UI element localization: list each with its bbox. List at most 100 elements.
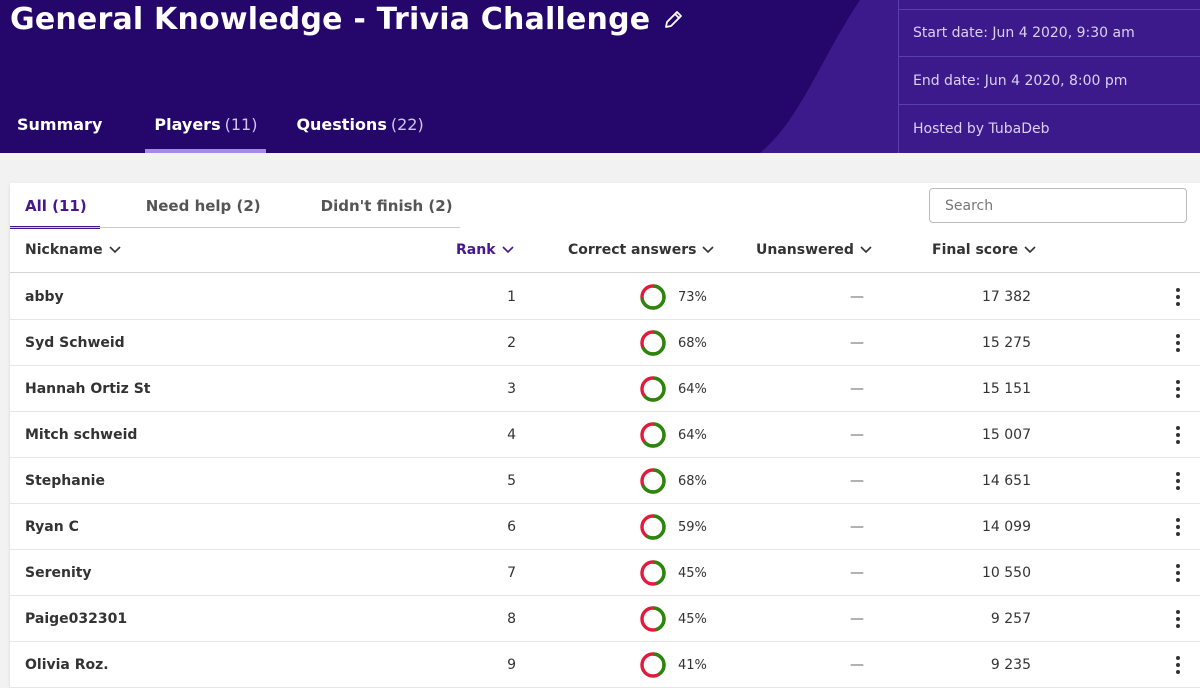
table-header: Nickname Rank Correct answers Unanswered… [10, 229, 1200, 273]
correct-answers-percent: 64% [678, 427, 707, 443]
table-row[interactable]: Mitch schweid 4 64% — 15 007 [10, 412, 1200, 458]
correct-answers-donut [639, 412, 667, 458]
kebab-dots [1176, 564, 1180, 582]
table-row[interactable]: Hannah Ortiz St 3 64% — 15 151 [10, 366, 1200, 412]
table-row[interactable]: Olivia Roz. 9 41% — 9 235 [10, 642, 1200, 688]
column-correct-answers-label: Correct answers [568, 242, 697, 258]
player-rank: 6 [507, 519, 516, 535]
player-filter-tabs: All (11) Need help (2) Didn't finish (2) [10, 183, 453, 229]
correct-arc [640, 468, 666, 494]
kebab-menu-icon[interactable] [1170, 274, 1186, 320]
correct-answers-percent: 73% [678, 289, 707, 305]
correct-arc [640, 284, 666, 310]
kebab-menu-icon[interactable] [1170, 550, 1186, 596]
column-unanswered[interactable]: Unanswered [756, 242, 872, 258]
tab-questions-count: (22) [390, 115, 424, 134]
correct-answers-percent: 64% [678, 381, 707, 397]
player-nickname: abby [25, 289, 64, 305]
correct-arc [640, 606, 666, 632]
search-input[interactable] [929, 188, 1187, 223]
table-row[interactable]: Paige032301 8 45% — 9 257 [10, 596, 1200, 642]
donut-chart-icon [640, 514, 666, 540]
tab-questions[interactable]: Questions (22) [287, 100, 432, 153]
player-nickname: Serenity [25, 565, 92, 581]
correct-arc [640, 422, 666, 448]
game-meta-panel: Start date: Jun 4 2020, 9:30 am End date… [898, 0, 1200, 153]
correct-arc [640, 652, 666, 678]
correct-answers-donut [639, 642, 667, 688]
tab-players-count: (11) [224, 115, 258, 134]
start-date: Start date: Jun 4 2020, 9:30 am [899, 9, 1200, 57]
filter-need-help[interactable]: Need help (2) [145, 197, 261, 215]
kebab-menu-icon[interactable] [1170, 504, 1186, 550]
table-row[interactable]: Serenity 7 45% — 10 550 [10, 550, 1200, 596]
tab-summary-label: Summary [17, 115, 103, 134]
kebab-menu-icon[interactable] [1170, 366, 1186, 412]
players-table-body: abby 1 73% — 17 382 Syd Schweid 2 68% — 15 275 Han… [10, 274, 1200, 688]
unanswered-value: — [850, 335, 864, 351]
donut-chart-icon [640, 606, 666, 632]
kebab-dots [1176, 518, 1180, 536]
player-nickname: Paige032301 [25, 611, 128, 627]
player-rank: 7 [507, 565, 516, 581]
kebab-dots [1176, 610, 1180, 628]
tab-summary[interactable]: Summary [8, 100, 111, 153]
table-row[interactable]: Syd Schweid 2 68% — 15 275 [10, 320, 1200, 366]
column-nickname[interactable]: Nickname [25, 242, 121, 258]
table-row[interactable]: Stephanie 5 68% — 14 651 [10, 458, 1200, 504]
correct-arc [640, 514, 666, 540]
final-score: 14 651 [982, 473, 1031, 489]
kebab-menu-icon[interactable] [1170, 320, 1186, 366]
kebab-dots [1176, 426, 1180, 444]
column-correct-answers[interactable]: Correct answers [568, 242, 715, 258]
unanswered-value: — [850, 381, 864, 397]
player-nickname: Ryan C [25, 519, 79, 535]
kebab-menu-icon[interactable] [1170, 458, 1186, 504]
player-rank: 5 [507, 473, 516, 489]
correct-arc [640, 560, 666, 586]
title-area: General Knowledge - Trivia Challenge [10, 2, 684, 37]
kebab-dots [1176, 288, 1180, 306]
donut-chart-icon [640, 330, 666, 356]
donut-chart-icon [640, 652, 666, 678]
player-nickname: Syd Schweid [25, 335, 125, 351]
end-date: End date: Jun 4 2020, 8:00 pm [899, 57, 1200, 105]
correct-answers-donut [639, 458, 667, 504]
correct-answers-percent: 68% [678, 335, 707, 351]
kebab-menu-icon[interactable] [1170, 642, 1186, 688]
filter-all[interactable]: All (11) [10, 183, 100, 229]
correct-answers-percent: 41% [678, 657, 707, 673]
unanswered-value: — [850, 289, 864, 305]
filter-didnt-finish[interactable]: Didn't finish (2) [320, 197, 453, 215]
column-nickname-label: Nickname [25, 242, 103, 258]
page-title: General Knowledge - Trivia Challenge [10, 2, 651, 37]
report-header: General Knowledge - Trivia Challenge Sum… [0, 0, 1200, 153]
final-score: 15 275 [982, 335, 1031, 351]
chevron-down-icon [702, 246, 715, 254]
player-nickname: Hannah Ortiz St [25, 381, 151, 397]
donut-chart-icon [640, 284, 666, 310]
table-row[interactable]: Ryan C 6 59% — 14 099 [10, 504, 1200, 550]
player-rank: 1 [507, 289, 516, 305]
table-row[interactable]: abby 1 73% — 17 382 [10, 274, 1200, 320]
final-score: 15 151 [982, 381, 1031, 397]
filter-divider [10, 227, 460, 228]
donut-chart-icon [640, 422, 666, 448]
player-nickname: Stephanie [25, 473, 105, 489]
kebab-menu-icon[interactable] [1170, 596, 1186, 642]
column-final-score[interactable]: Final score [932, 242, 1036, 258]
column-rank[interactable]: Rank [456, 242, 514, 258]
kebab-dots [1176, 656, 1180, 674]
donut-chart-icon [640, 468, 666, 494]
kebab-menu-icon[interactable] [1170, 412, 1186, 458]
pencil-icon[interactable] [662, 9, 684, 31]
final-score: 9 235 [990, 657, 1031, 673]
column-unanswered-label: Unanswered [756, 242, 854, 258]
report-tabs: Summary Players (11) Questions (22) [0, 100, 433, 153]
correct-answers-donut [639, 320, 667, 366]
player-rank: 2 [507, 335, 516, 351]
correct-answers-percent: 68% [678, 473, 707, 489]
players-card: All (11) Need help (2) Didn't finish (2)… [10, 183, 1200, 688]
correct-answers-donut [639, 504, 667, 550]
tab-players[interactable]: Players (11) [145, 100, 267, 153]
